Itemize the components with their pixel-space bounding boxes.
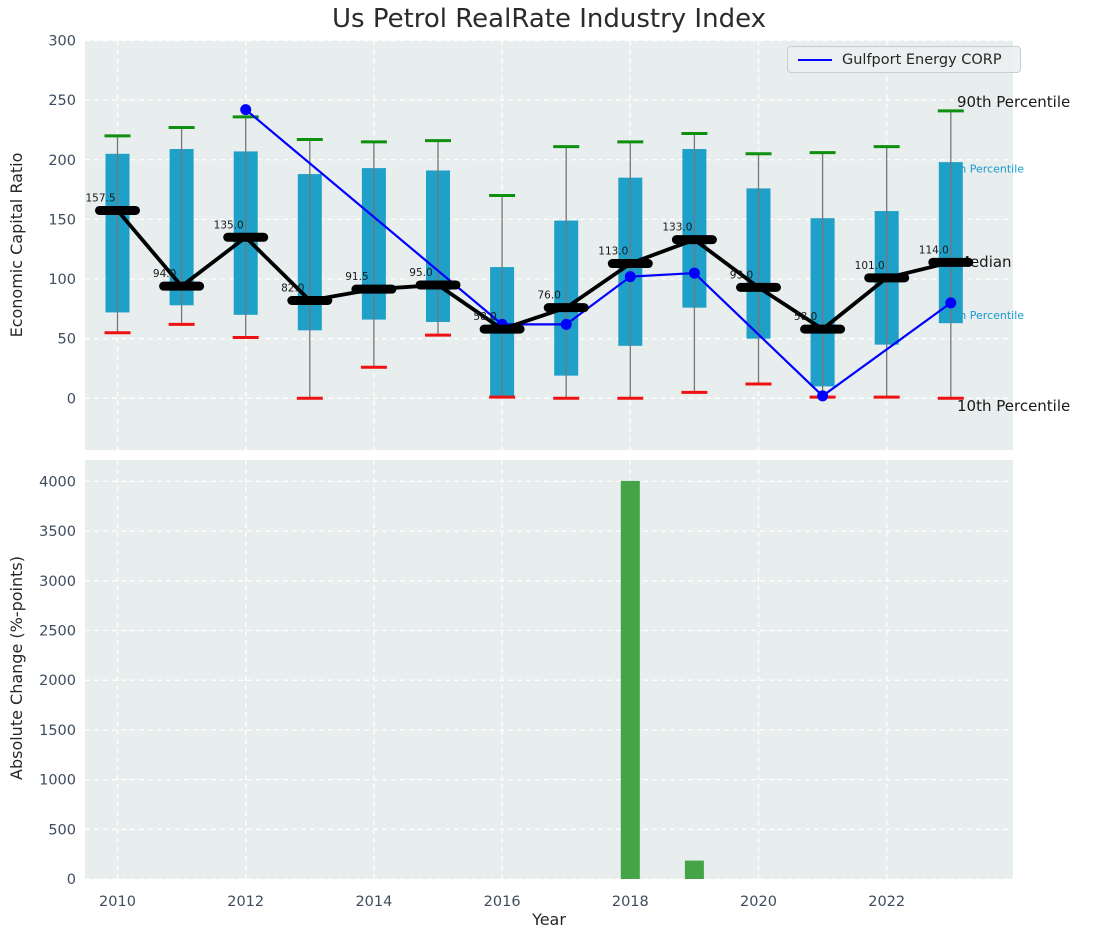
xtick-2014: 2014 [355, 894, 392, 910]
median-value-label-2021: 58.0 [794, 311, 817, 323]
ytick-top-200: 200 [48, 153, 76, 169]
gulfport-marker-2017 [560, 318, 572, 330]
ytick-bottom-500: 500 [48, 822, 76, 838]
gulfport-marker-2023 [945, 297, 957, 309]
legend-label: Gulfport Energy CORP [842, 51, 1002, 68]
median-value-label-2010: 157.5 [85, 192, 115, 204]
median-value-label-2014: 91.5 [345, 271, 368, 283]
top-panel-bg [85, 40, 1013, 450]
ytick-bottom-2500: 2500 [39, 624, 76, 640]
xtick-2022: 2022 [868, 894, 905, 910]
chart-title: Us Petrol RealRate Industry Index [331, 4, 766, 34]
median-value-label-2016: 58.0 [473, 311, 496, 323]
x-axis-label: Year [532, 910, 566, 929]
median-value-label-2012: 135.0 [214, 219, 244, 231]
ytick-top-300: 300 [48, 33, 76, 49]
change-bar-2018 [620, 480, 640, 879]
legend-line-sample [798, 58, 832, 61]
ytick-top-250: 250 [48, 93, 76, 109]
median-value-label-2011: 94.0 [153, 268, 176, 280]
median-value-label-2023: 114.0 [919, 244, 949, 256]
annotation-10th-percentile: 10th Percentile [957, 397, 1070, 415]
xtick-2020: 2020 [740, 894, 777, 910]
median-value-label-2022: 101.0 [855, 260, 885, 272]
gulfport-marker-2019 [688, 267, 700, 279]
gulfport-marker-2018 [624, 271, 636, 283]
ytick-bottom-1000: 1000 [39, 773, 76, 789]
gulfport-marker-2021 [817, 390, 829, 402]
ytick-top-150: 150 [48, 212, 76, 228]
median-value-label-2018: 113.0 [598, 246, 628, 258]
median-value-label-2020: 93.0 [730, 269, 753, 281]
ytick-bottom-3500: 3500 [39, 524, 76, 540]
xtick-2012: 2012 [227, 894, 264, 910]
ytick-bottom-2000: 2000 [39, 673, 76, 689]
median-line [116, 209, 952, 332]
xtick-2010: 2010 [99, 894, 136, 910]
annotation-90th-percentile: 90th Percentile [957, 93, 1070, 111]
gulfport-marker-2012 [240, 104, 252, 116]
xtick-2018: 2018 [612, 894, 649, 910]
median-value-label-2019: 133.0 [662, 222, 692, 234]
median-value-label-2017: 76.0 [538, 290, 561, 302]
ytick-bottom-1500: 1500 [39, 723, 76, 739]
top-y-axis-label: Economic Capital Ratio [7, 152, 26, 338]
change-bar-2019 [684, 860, 704, 879]
median-value-label-2015: 95.0 [409, 267, 432, 279]
ytick-bottom-0: 0 [67, 872, 76, 888]
legend: Gulfport Energy CORP [787, 46, 1021, 73]
xtick-2016: 2016 [484, 894, 521, 910]
bottom-y-axis-label: Absolute Change (%-points) [7, 556, 26, 780]
ytick-top-50: 50 [58, 332, 76, 348]
ytick-top-100: 100 [48, 272, 76, 288]
bottom-panel-bg [85, 460, 1013, 879]
ytick-bottom-3000: 3000 [39, 574, 76, 590]
ytick-bottom-4000: 4000 [39, 474, 76, 490]
ytick-top-0: 0 [67, 391, 76, 407]
median-value-label-2013: 82.0 [281, 282, 304, 294]
